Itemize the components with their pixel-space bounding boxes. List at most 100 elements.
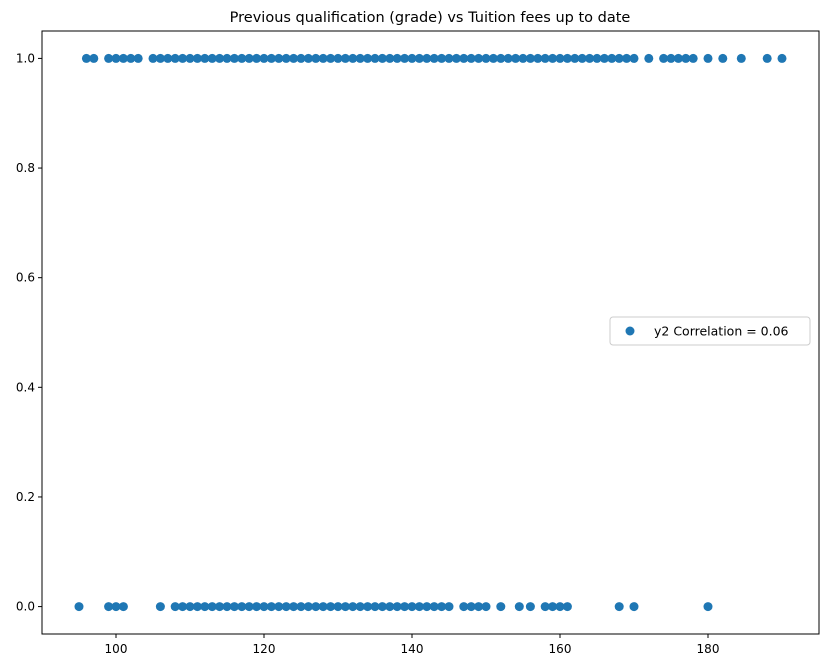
data-point: [370, 602, 380, 612]
data-point: [555, 602, 565, 612]
data-point: [688, 53, 698, 63]
data-point: [607, 53, 617, 63]
data-point: [237, 602, 247, 612]
data-point: [614, 602, 624, 612]
data-point: [414, 602, 424, 612]
data-point: [622, 53, 632, 63]
data-point: [488, 53, 498, 63]
x-tick-label: 180: [697, 642, 720, 656]
data-point: [252, 602, 262, 612]
data-point: [74, 602, 84, 612]
y-tick-label: 0.6: [16, 271, 35, 285]
data-point: [244, 53, 254, 63]
data-point: [703, 602, 713, 612]
data-point: [259, 602, 269, 612]
data-point: [451, 53, 461, 63]
data-point: [155, 53, 165, 63]
data-points: [74, 53, 787, 612]
x-tick-label: 100: [105, 642, 128, 656]
data-point: [363, 602, 373, 612]
x-tick-label: 120: [253, 642, 276, 656]
data-point: [318, 53, 328, 63]
data-point: [540, 53, 550, 63]
data-point: [281, 602, 291, 612]
data-point: [429, 53, 439, 63]
data-point: [155, 602, 165, 612]
data-point: [503, 53, 513, 63]
data-point: [192, 602, 202, 612]
data-point: [163, 53, 173, 63]
data-point: [200, 53, 210, 63]
data-point: [414, 53, 424, 63]
data-point: [355, 53, 365, 63]
data-point: [207, 602, 217, 612]
data-point: [736, 53, 746, 63]
data-point: [481, 53, 491, 63]
data-point: [266, 53, 276, 63]
data-point: [400, 602, 410, 612]
data-point: [437, 602, 447, 612]
data-point: [392, 53, 402, 63]
data-point: [459, 53, 469, 63]
legend-box: [609, 316, 811, 346]
data-point: [533, 53, 543, 63]
data-point: [229, 53, 239, 63]
data-point: [118, 602, 128, 612]
y-tick-label: 0.2: [16, 490, 35, 504]
data-point: [178, 53, 188, 63]
data-point: [185, 53, 195, 63]
data-point: [111, 53, 121, 63]
data-point: [289, 53, 299, 63]
data-point: [289, 602, 299, 612]
data-point: [511, 53, 521, 63]
data-point: [170, 53, 180, 63]
data-point: [237, 53, 247, 63]
data-point: [311, 53, 321, 63]
data-point: [444, 53, 454, 63]
plot-area-frame: [41, 30, 820, 635]
data-point: [215, 53, 225, 63]
data-point: [104, 53, 114, 63]
data-point: [200, 602, 210, 612]
data-point: [192, 53, 202, 63]
data-point: [222, 53, 232, 63]
data-point: [599, 53, 609, 63]
data-point: [585, 53, 595, 63]
data-point: [673, 53, 683, 63]
data-point: [185, 602, 195, 612]
data-point: [762, 53, 772, 63]
data-point: [252, 53, 262, 63]
data-point: [281, 53, 291, 63]
data-point: [437, 53, 447, 63]
data-point: [229, 602, 239, 612]
data-point: [318, 602, 328, 612]
data-point: [340, 602, 350, 612]
chart-title: Previous qualification (grade) vs Tuitio…: [230, 10, 631, 26]
data-point: [577, 53, 587, 63]
data-point: [326, 53, 336, 63]
data-point: [629, 602, 639, 612]
data-point: [525, 602, 535, 612]
data-point: [496, 53, 506, 63]
data-point: [629, 53, 639, 63]
data-point: [407, 53, 417, 63]
data-point: [548, 602, 558, 612]
data-point: [89, 53, 99, 63]
legend-marker: [625, 326, 635, 336]
y-tick-label: 0.8: [16, 161, 35, 175]
data-point: [348, 602, 358, 612]
data-point: [474, 53, 484, 63]
data-point: [422, 53, 432, 63]
data-point: [659, 53, 669, 63]
x-tick-label: 160: [549, 642, 572, 656]
data-point: [340, 53, 350, 63]
data-point: [422, 602, 432, 612]
data-point: [377, 602, 387, 612]
data-point: [614, 53, 624, 63]
data-point: [363, 53, 373, 63]
data-point: [518, 53, 528, 63]
data-point: [296, 602, 306, 612]
data-point: [311, 602, 321, 612]
data-point: [777, 53, 787, 63]
data-point: [126, 53, 136, 63]
